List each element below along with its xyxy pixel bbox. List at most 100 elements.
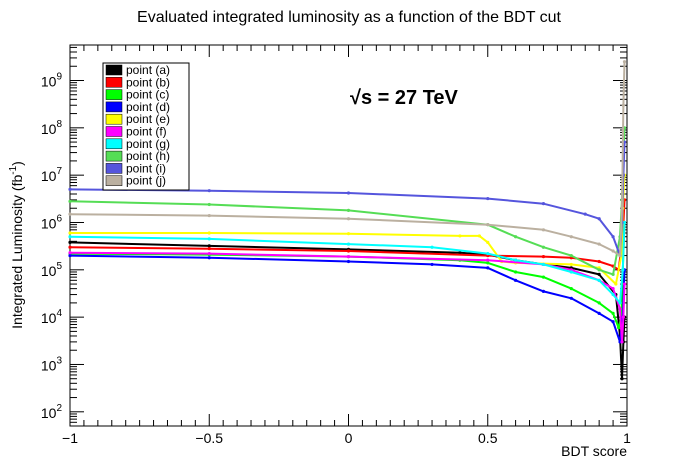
series-layer bbox=[68, 60, 627, 381]
data-point bbox=[207, 256, 211, 260]
y-tick-label: 102 bbox=[41, 403, 63, 421]
data-point bbox=[621, 103, 625, 107]
data-point bbox=[541, 262, 546, 267]
legend-swatch bbox=[105, 175, 123, 186]
data-point bbox=[597, 268, 601, 272]
data-point bbox=[618, 253, 622, 258]
data-point bbox=[620, 340, 624, 344]
data-point bbox=[620, 377, 624, 381]
data-point bbox=[207, 213, 211, 218]
data-point bbox=[611, 249, 615, 253]
y-tick-base: 10 bbox=[41, 310, 57, 326]
data-point bbox=[611, 320, 615, 324]
data-point bbox=[621, 315, 625, 319]
data-point bbox=[611, 287, 615, 291]
series-4 bbox=[68, 253, 627, 344]
legend-swatch bbox=[105, 77, 123, 88]
y-tick-base: 10 bbox=[41, 121, 57, 137]
y-tick-label: 108 bbox=[41, 119, 63, 137]
data-point bbox=[68, 251, 72, 255]
legend-swatch bbox=[105, 101, 123, 113]
data-point bbox=[597, 311, 601, 315]
data-point bbox=[458, 251, 462, 255]
data-point bbox=[477, 234, 481, 238]
legend-swatch bbox=[105, 126, 123, 137]
data-point bbox=[514, 235, 518, 239]
y-tick-exponent: 5 bbox=[56, 261, 62, 272]
data-point bbox=[346, 232, 351, 236]
data-point bbox=[569, 235, 573, 239]
y-tick-exponent: 9 bbox=[56, 71, 62, 82]
y-axis-label: Integrated Luminosity (fb-1) bbox=[8, 161, 25, 329]
legend-entry-label: point (b) bbox=[126, 75, 170, 89]
series-line bbox=[69, 254, 626, 343]
y-tick-base: 10 bbox=[41, 215, 57, 231]
data-point bbox=[620, 206, 624, 210]
x-tick-label: −1 bbox=[62, 430, 78, 446]
y-tick-exponent: 3 bbox=[56, 355, 62, 366]
y-tick-base: 10 bbox=[41, 405, 57, 421]
legend-entry-label: point (j) bbox=[126, 174, 166, 188]
y-tick-label: 105 bbox=[41, 261, 63, 279]
y-axis-label-close: ) bbox=[9, 161, 25, 166]
data-point bbox=[541, 289, 546, 293]
data-point bbox=[486, 240, 490, 244]
data-point bbox=[346, 191, 351, 195]
legend-swatch bbox=[105, 89, 123, 100]
data-point bbox=[346, 259, 351, 264]
data-point bbox=[597, 217, 601, 221]
y-tick-label: 106 bbox=[41, 213, 63, 231]
legend-entry-label: point (f) bbox=[126, 125, 167, 139]
data-point bbox=[618, 307, 622, 311]
data-point bbox=[541, 255, 546, 259]
data-point bbox=[346, 217, 351, 221]
data-point bbox=[597, 272, 601, 277]
data-point bbox=[618, 301, 622, 305]
data-point bbox=[207, 244, 211, 248]
y-axis-label-text: Integrated Luminosity (fb bbox=[9, 175, 25, 329]
series-7 bbox=[68, 220, 627, 305]
data-point bbox=[207, 189, 211, 193]
data-point bbox=[486, 258, 490, 262]
series-6 bbox=[68, 251, 627, 344]
data-point bbox=[486, 252, 490, 256]
data-point bbox=[68, 231, 72, 235]
legend-entry-label: point (d) bbox=[126, 100, 170, 114]
data-point bbox=[611, 235, 615, 239]
legend-swatch bbox=[105, 138, 123, 150]
data-point bbox=[541, 228, 546, 232]
data-point bbox=[622, 220, 627, 225]
series-10 bbox=[68, 60, 627, 258]
data-point bbox=[458, 234, 462, 238]
data-point bbox=[611, 292, 615, 297]
data-point bbox=[622, 282, 627, 286]
data-point bbox=[611, 311, 615, 315]
data-point bbox=[569, 287, 573, 291]
x-axis-label: BDT score bbox=[561, 443, 627, 459]
legend-entry-label: point (h) bbox=[126, 149, 170, 163]
y-tick-base: 10 bbox=[41, 73, 57, 89]
series-2 bbox=[68, 198, 627, 272]
data-point bbox=[346, 242, 351, 246]
data-point bbox=[68, 212, 72, 216]
data-point bbox=[514, 270, 518, 274]
data-point bbox=[541, 202, 546, 206]
data-point bbox=[207, 252, 211, 256]
data-point bbox=[569, 262, 573, 267]
energy-annotation: √s = 27 TeV bbox=[350, 87, 459, 109]
data-point bbox=[569, 296, 573, 300]
data-point bbox=[514, 258, 518, 262]
data-point bbox=[346, 255, 351, 259]
y-tick-label: 103 bbox=[41, 355, 63, 373]
legend-swatch bbox=[105, 150, 123, 162]
data-point bbox=[68, 245, 72, 249]
y-tick-base: 10 bbox=[41, 263, 57, 279]
data-point bbox=[614, 282, 618, 286]
chart-title: Evaluated integrated luminosity as a fun… bbox=[137, 9, 562, 26]
x-tick-label: −0.5 bbox=[195, 430, 223, 446]
data-point bbox=[597, 242, 601, 246]
data-point bbox=[583, 212, 587, 216]
y-tick-label: 104 bbox=[41, 308, 63, 326]
series-line bbox=[69, 251, 626, 343]
legend-entry-label: point (c) bbox=[126, 88, 169, 102]
